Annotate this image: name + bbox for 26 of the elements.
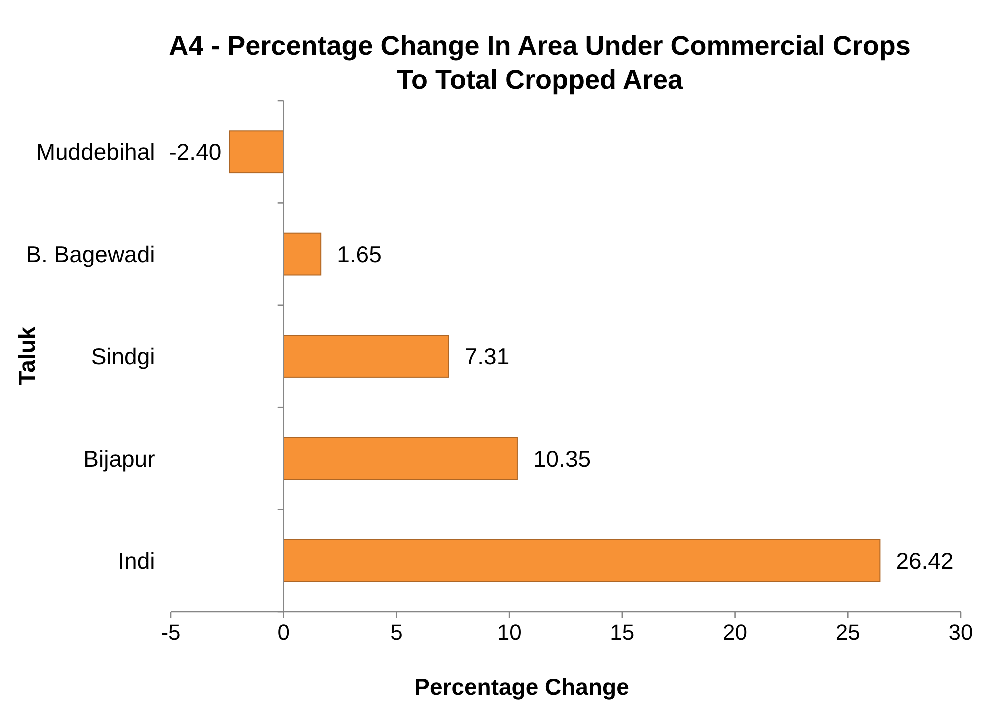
y-tick-label: Bijapur — [84, 446, 156, 472]
x-tick-label: 10 — [497, 620, 522, 645]
data-label: -2.40 — [169, 139, 222, 166]
x-tick-label: -5 — [161, 620, 181, 645]
bar — [283, 335, 450, 378]
x-tick-label: 15 — [610, 620, 635, 645]
x-tick-label: 25 — [836, 620, 860, 645]
bar — [283, 539, 881, 582]
y-tick-label: Muddebihal — [36, 139, 156, 166]
data-label: 26.42 — [896, 548, 954, 574]
y-tick-label: B. Bagewadi — [26, 241, 156, 268]
data-label: 7.31 — [464, 344, 510, 370]
x-tick-label: 0 — [278, 620, 290, 645]
y-tick-label: Sindgi — [91, 344, 156, 370]
bar — [229, 130, 284, 174]
x-axis-title: Percentage Change — [414, 674, 630, 700]
data-label: 1.65 — [337, 241, 382, 268]
bar — [283, 437, 518, 480]
x-tick-label: 5 — [390, 620, 403, 645]
x-tick-label: 20 — [723, 620, 748, 645]
y-tick-label: Indi — [118, 548, 156, 574]
chart-title: A4 - Percentage Change In Area Under Commercial Crops To Total Cropped Area — [169, 31, 911, 95]
x-tick-label: 30 — [948, 620, 974, 645]
y-axis-title: Taluk — [14, 326, 40, 386]
data-label: 10.35 — [533, 446, 592, 472]
bar — [283, 232, 322, 276]
